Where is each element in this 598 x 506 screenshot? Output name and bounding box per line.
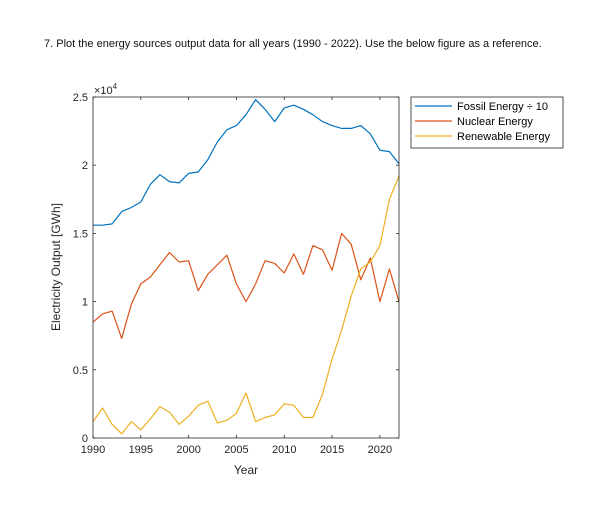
legend-label-2: Renewable Energy	[457, 131, 550, 143]
legend-label-0: Fossil Energy ÷ 10	[457, 101, 548, 113]
x-tick-label: 2015	[320, 444, 344, 456]
y-tick-label: 1.5	[73, 228, 88, 240]
x-tick-label: 1995	[129, 444, 153, 456]
plot-area-box	[92, 96, 400, 439]
x-axis-label: Year	[234, 463, 258, 477]
x-tick-label: 2005	[224, 444, 248, 456]
series-line-0	[93, 99, 400, 226]
legend-label-1: Nuclear Energy	[457, 116, 533, 128]
y-axis-label: Electricity Output [GWh]	[49, 203, 63, 331]
y-tick-label: 2.5	[73, 92, 88, 104]
question-text: 7. Plot the energy sources output data f…	[44, 38, 542, 50]
y-tick-label: 1	[82, 297, 88, 309]
series-line-2	[92, 175, 400, 435]
y-tick-label: 2	[82, 160, 88, 172]
x-tick-label: 2010	[272, 444, 296, 456]
y-tick-label: 0	[82, 433, 88, 445]
x-tick-label: 2000	[176, 444, 200, 456]
x-tick-label: 1990	[81, 444, 105, 456]
x-tick-label: 2020	[368, 444, 392, 456]
y-tick-label: 0.5	[73, 365, 88, 377]
series-line-1	[92, 232, 400, 339]
y-exponent-label: ×104	[94, 82, 118, 97]
legend: Fossil Energy ÷ 10 Nuclear Energy Renewabl…	[410, 96, 564, 149]
